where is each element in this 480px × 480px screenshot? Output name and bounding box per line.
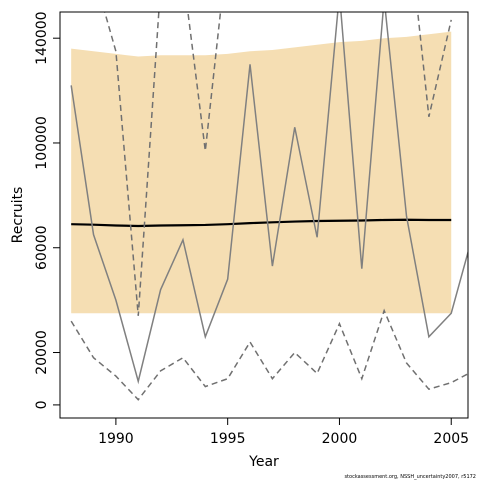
x-tick-label: 1990 — [98, 431, 134, 447]
x-tick-label: 2005 — [433, 431, 469, 447]
y-tick-label: 60000 — [34, 225, 50, 270]
uncertainty-band — [71, 31, 452, 314]
plot-frame — [59, 11, 469, 419]
y-tick-label: 100000 — [34, 116, 50, 169]
plot-area — [70, 12, 468, 401]
x-tick-label: 2000 — [322, 431, 358, 447]
series-line-median — [71, 218, 452, 228]
credit-text: stockassessment.org, NSSH_uncertainty200… — [344, 474, 476, 480]
y-axis-title: Recruits — [10, 187, 26, 244]
series-line-realization — [70, 12, 468, 385]
x-axis-title: Year — [248, 454, 279, 470]
x-axis: 1990 1995 2000 2005 — [98, 418, 469, 447]
y-tick-label: 0 — [34, 400, 50, 409]
x-tick-label: 1995 — [210, 431, 246, 447]
series-line-lower-bound — [70, 308, 468, 401]
y-tick-label: 20000 — [34, 330, 50, 375]
y-axis: 0 20000 60000 100000 140000 — [34, 11, 60, 409]
y-tick-label: 140000 — [34, 11, 50, 64]
